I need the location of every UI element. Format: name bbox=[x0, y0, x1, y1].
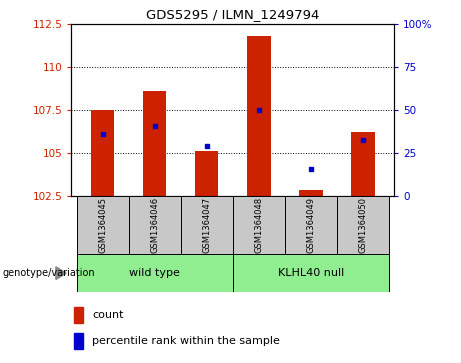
Text: count: count bbox=[92, 310, 124, 320]
Text: genotype/variation: genotype/variation bbox=[2, 268, 95, 278]
FancyBboxPatch shape bbox=[181, 196, 233, 254]
Bar bbox=[143, 91, 166, 196]
Text: GSM1364048: GSM1364048 bbox=[254, 197, 263, 253]
Polygon shape bbox=[56, 267, 66, 280]
FancyBboxPatch shape bbox=[337, 196, 389, 254]
Text: GSM1364049: GSM1364049 bbox=[307, 197, 315, 253]
Text: GSM1364047: GSM1364047 bbox=[202, 197, 211, 253]
FancyBboxPatch shape bbox=[233, 196, 285, 254]
Text: KLHL40 null: KLHL40 null bbox=[278, 268, 344, 278]
Bar bbox=[299, 190, 323, 196]
FancyBboxPatch shape bbox=[77, 254, 233, 292]
Bar bbox=[247, 36, 271, 196]
Text: percentile rank within the sample: percentile rank within the sample bbox=[92, 336, 280, 346]
FancyBboxPatch shape bbox=[233, 254, 389, 292]
Bar bbox=[195, 151, 219, 196]
Bar bbox=[74, 333, 83, 349]
Title: GDS5295 / ILMN_1249794: GDS5295 / ILMN_1249794 bbox=[146, 8, 319, 21]
Bar bbox=[351, 132, 375, 196]
FancyBboxPatch shape bbox=[77, 196, 129, 254]
Text: GSM1364045: GSM1364045 bbox=[98, 197, 107, 253]
FancyBboxPatch shape bbox=[129, 196, 181, 254]
Text: GSM1364046: GSM1364046 bbox=[150, 197, 159, 253]
Text: wild type: wild type bbox=[129, 268, 180, 278]
Bar bbox=[91, 110, 114, 196]
Bar bbox=[74, 307, 83, 323]
Text: GSM1364050: GSM1364050 bbox=[358, 197, 367, 253]
FancyBboxPatch shape bbox=[285, 196, 337, 254]
